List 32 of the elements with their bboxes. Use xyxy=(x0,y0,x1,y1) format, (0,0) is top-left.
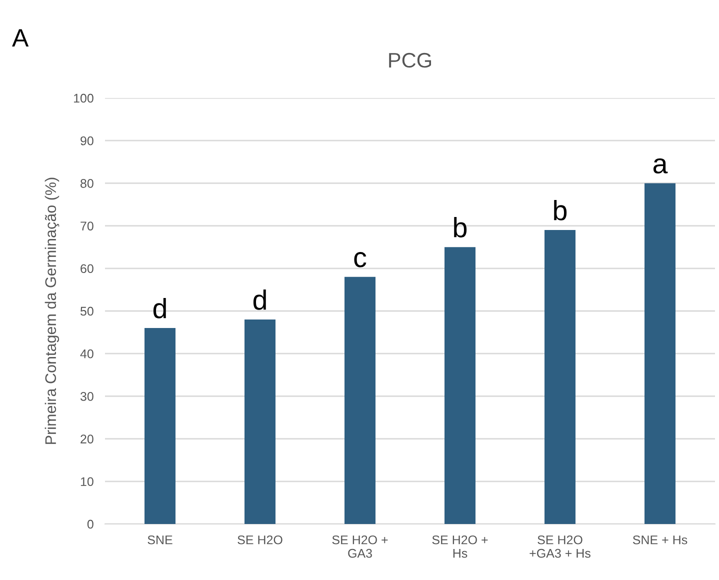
bar xyxy=(144,328,176,524)
y-tick-label: 10 xyxy=(80,477,94,486)
y-tick-label: 40 xyxy=(80,349,94,358)
bar xyxy=(544,230,576,524)
chart-title: PCG xyxy=(389,52,432,68)
x-tick-label: SE H2O +GA3 + Hs xyxy=(530,535,590,558)
text: A xyxy=(12,29,29,46)
x-tick-label: SE H2O + Hs xyxy=(432,535,488,558)
y-tick-label: 80 xyxy=(80,179,94,188)
data-label: b xyxy=(554,200,567,220)
x-tick-label: SNE + Hs xyxy=(632,535,688,544)
data-label: d xyxy=(153,298,166,318)
y-axis-title: Primeira Contagem da Germinação (%) xyxy=(44,178,60,444)
x-tick-label: SE H2O + GA3 xyxy=(332,535,388,558)
bar xyxy=(344,276,376,524)
y-tick-label: 90 xyxy=(80,136,94,146)
bar xyxy=(644,183,676,524)
y-tick-label: 50 xyxy=(80,306,94,316)
bar xyxy=(244,320,276,524)
bar xyxy=(444,247,476,524)
data-label: b xyxy=(454,217,467,238)
y-tick-label: 30 xyxy=(80,392,94,401)
data-label: c xyxy=(354,252,366,268)
y-tick-label: 100 xyxy=(74,94,94,103)
y-tick-label: 0 xyxy=(87,520,94,529)
x-tick-label: SNE xyxy=(148,535,172,544)
data-label: d xyxy=(253,289,266,310)
y-tick-label: 60 xyxy=(80,264,94,274)
x-tick-label: SE H2O xyxy=(238,535,282,544)
y-tick-label: 70 xyxy=(80,222,94,230)
data-label: a xyxy=(653,158,668,174)
y-tick-label: 20 xyxy=(80,434,94,444)
